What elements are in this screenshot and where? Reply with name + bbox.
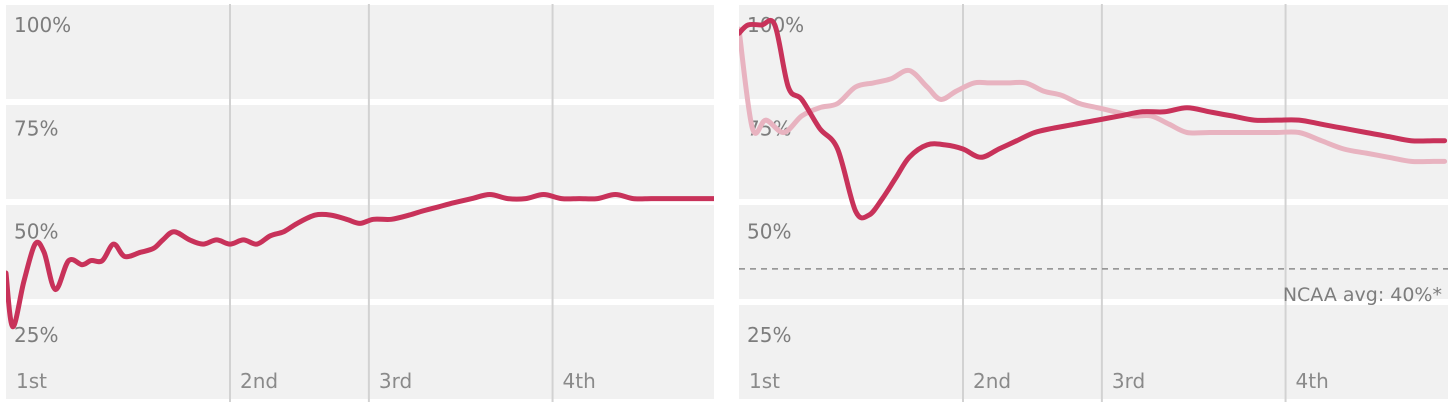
plot-band-right-0 (739, 5, 1448, 99)
y-tick-label-left-2: 50% (14, 220, 58, 244)
chart-panel-right: 100% 75% 50% 25% 1st 2nd 3rd 4th NCAA avg: 40%* (739, 0, 1448, 406)
plot-band-left-3 (6, 305, 714, 399)
plot-band-left-0 (6, 5, 714, 99)
y-tick-label-right-2: 50% (747, 220, 791, 244)
reference-label-right: NCAA avg: 40%* (1283, 284, 1442, 306)
x-tick-label-left-1: 2nd (240, 369, 278, 393)
plot-band-right-2 (739, 205, 1448, 299)
plot-band-right-3 (739, 305, 1448, 399)
plot-band-left-2 (6, 205, 714, 299)
chart-svg-left: 100% 75% 50% 25% 1st 2nd 3rd 4th (6, 4, 714, 402)
x-tick-label-left-0: 1st (16, 369, 47, 393)
x-tick-label-left-3: 4th (563, 369, 596, 393)
x-tick-label-right-2: 3rd (1112, 369, 1145, 393)
series-line-right-0 (739, 26, 1448, 165)
x-tick-label-right-1: 2nd (973, 369, 1011, 393)
chart-panel-left: 100% 75% 50% 25% 1st 2nd 3rd 4th (6, 0, 714, 406)
series-line-right-1 (739, 17, 1448, 221)
x-tick-label-right-0: 1st (749, 369, 780, 393)
y-tick-label-left-0: 100% (14, 13, 71, 37)
y-tick-label-right-3: 25% (747, 323, 791, 347)
y-tick-label-left-3: 25% (14, 323, 58, 347)
x-tick-label-right-3: 4th (1296, 369, 1329, 393)
x-tick-label-left-2: 3rd (379, 369, 412, 393)
series-line-left-0 (6, 192, 714, 330)
plot-band-left-1 (6, 105, 714, 199)
y-tick-label-left-1: 75% (14, 116, 58, 140)
